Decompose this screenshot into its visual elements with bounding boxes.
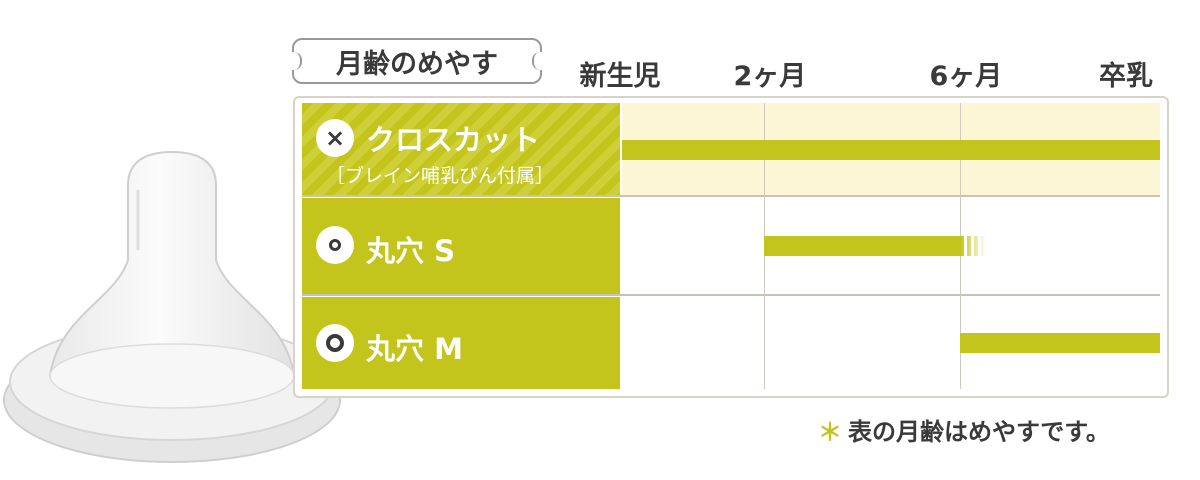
month-label: 卒乳 xyxy=(1099,61,1153,92)
row-divider xyxy=(302,195,1160,197)
row-label-crosscut: × クロスカット ［ブレイン哺乳びん付属］ xyxy=(302,103,620,196)
small-hole-icon xyxy=(316,226,354,264)
timeline-bar-fade xyxy=(960,236,986,256)
asterisk-icon: ＊ xyxy=(818,418,842,446)
timeline-bar xyxy=(764,236,960,256)
row-divider xyxy=(302,294,1160,296)
large-hole-icon xyxy=(316,324,354,362)
footnote-text: 表の月齢はめやすです。 xyxy=(848,418,1110,446)
timeline-bar xyxy=(622,139,1160,160)
row-name: クロスカット xyxy=(366,123,541,157)
month-label: 新生児 xyxy=(579,61,661,92)
row-name: 丸穴 S xyxy=(366,234,455,268)
row-name: 丸穴 M xyxy=(366,332,463,366)
footnote: ＊表の月齢はめやすです。 xyxy=(818,412,1110,447)
row-label-round-s: 丸穴 S xyxy=(302,198,620,294)
timeline-bar xyxy=(960,333,1160,353)
cross-icon: × xyxy=(316,119,354,157)
row-label-round-m: 丸穴 M xyxy=(302,297,620,389)
month-label: 2ヶ月 xyxy=(733,61,807,92)
month-label: 6ヶ月 xyxy=(929,61,1003,92)
row-subtitle: ［ブレイン哺乳びん付属］ xyxy=(326,165,555,187)
title-tag: 月齢のめやす xyxy=(288,38,546,84)
